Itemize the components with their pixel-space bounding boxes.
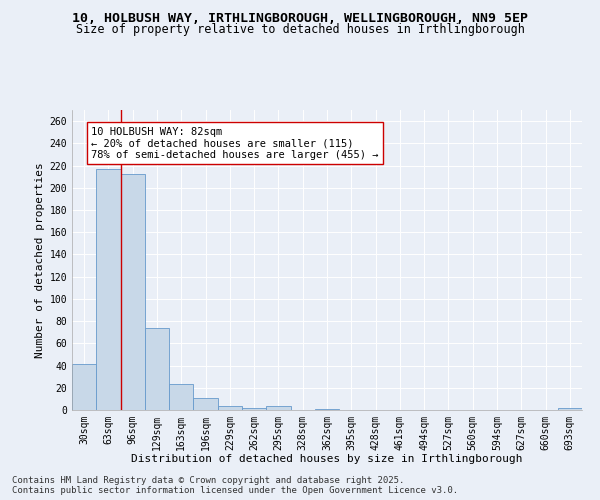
Text: Size of property relative to detached houses in Irthlingborough: Size of property relative to detached ho… bbox=[76, 22, 524, 36]
Bar bbox=[558, 408, 582, 410]
Bar bbox=[96, 169, 121, 410]
Text: 10, HOLBUSH WAY, IRTHLINGBOROUGH, WELLINGBOROUGH, NN9 5EP: 10, HOLBUSH WAY, IRTHLINGBOROUGH, WELLIN… bbox=[72, 12, 528, 26]
Bar bbox=[266, 406, 290, 410]
Y-axis label: Number of detached properties: Number of detached properties bbox=[35, 162, 46, 358]
Bar bbox=[145, 328, 169, 410]
Bar bbox=[72, 364, 96, 410]
Bar bbox=[193, 398, 218, 410]
Bar bbox=[242, 408, 266, 410]
Bar bbox=[121, 174, 145, 410]
Bar bbox=[218, 406, 242, 410]
Text: 10 HOLBUSH WAY: 82sqm
← 20% of detached houses are smaller (115)
78% of semi-det: 10 HOLBUSH WAY: 82sqm ← 20% of detached … bbox=[91, 126, 379, 160]
Bar bbox=[169, 384, 193, 410]
Text: Contains HM Land Registry data © Crown copyright and database right 2025.
Contai: Contains HM Land Registry data © Crown c… bbox=[12, 476, 458, 495]
X-axis label: Distribution of detached houses by size in Irthlingborough: Distribution of detached houses by size … bbox=[131, 454, 523, 464]
Bar bbox=[315, 409, 339, 410]
